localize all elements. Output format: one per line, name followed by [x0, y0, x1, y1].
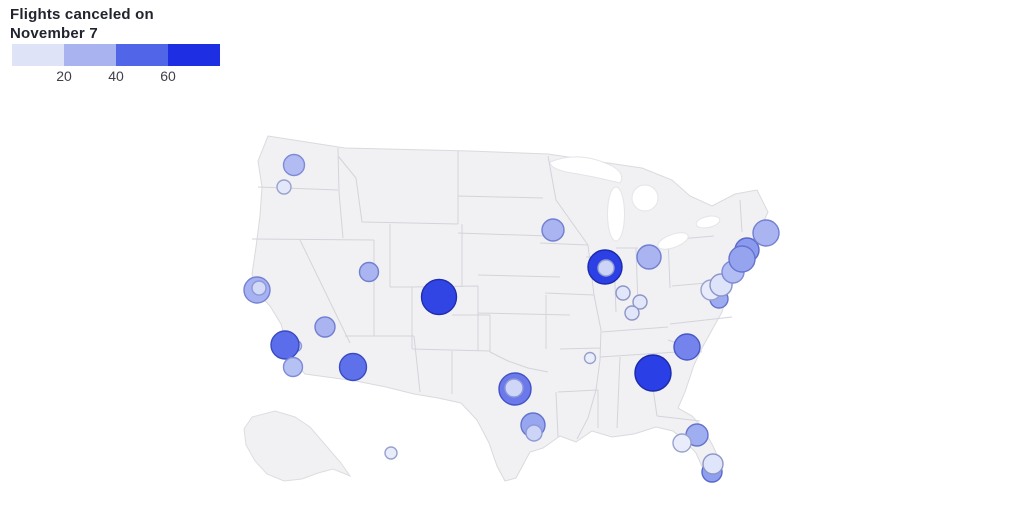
legend-tick-label: 40: [108, 68, 124, 84]
legend-ticks: 20 40 60: [12, 66, 220, 84]
bubble-denver: [420, 278, 458, 316]
bubble-portland: [276, 179, 292, 195]
alaska: [243, 410, 352, 482]
bubble-memphis: [583, 351, 597, 365]
cancellation-bubbles: [243, 153, 780, 483]
bubble-honolulu: [384, 446, 398, 460]
bubble-boston: [752, 219, 780, 247]
chart-title-line1: Flights canceled on: [10, 6, 154, 23]
bubble-cincinnati: [632, 294, 648, 310]
bubble-indianapolis: [615, 285, 631, 301]
legend-swatch: [168, 44, 220, 66]
lake-huron-icon: [631, 184, 659, 212]
bubble-phoenix: [338, 352, 368, 382]
lake-superior-icon: [549, 156, 623, 184]
legend-tick-label: 20: [56, 68, 72, 84]
bubble-new-york-lga: [728, 245, 756, 273]
bubble-chicago-midway: [597, 259, 615, 277]
legend-swatch: [12, 44, 64, 66]
chart-title: Flights canceled on November 7: [10, 5, 154, 43]
bubble-charlotte: [673, 333, 701, 361]
bubble-dallas-love-field: [504, 378, 524, 398]
bubble-los-angeles: [270, 330, 300, 360]
legend-tick-label: 60: [160, 68, 176, 84]
bubble-san-francisco-inner: [251, 280, 267, 296]
lake-michigan-icon: [607, 186, 625, 242]
bubble-fort-lauderdale: [702, 453, 724, 475]
bubble-seattle: [282, 153, 306, 177]
chart-title-line2: November 7: [10, 25, 98, 42]
bubble-minneapolis: [541, 218, 565, 242]
bubble-atlanta: [634, 354, 672, 392]
legend-swatch: [64, 44, 116, 66]
bubble-tampa: [672, 433, 692, 453]
bubble-las-vegas: [314, 316, 336, 338]
lake-erie-icon: [657, 232, 689, 250]
bubble-san-diego: [282, 356, 304, 378]
bubble-detroit: [636, 244, 662, 270]
bubble-houston-hobby: [525, 424, 543, 442]
lake-ontario-icon: [695, 215, 721, 229]
bubble-salt-lake-city: [358, 261, 380, 283]
bubble-louisville: [624, 305, 640, 321]
legend: 20 40 60: [12, 44, 220, 84]
legend-color-scale: [12, 44, 220, 66]
great-lakes: [549, 156, 721, 250]
legend-swatch: [116, 44, 168, 66]
